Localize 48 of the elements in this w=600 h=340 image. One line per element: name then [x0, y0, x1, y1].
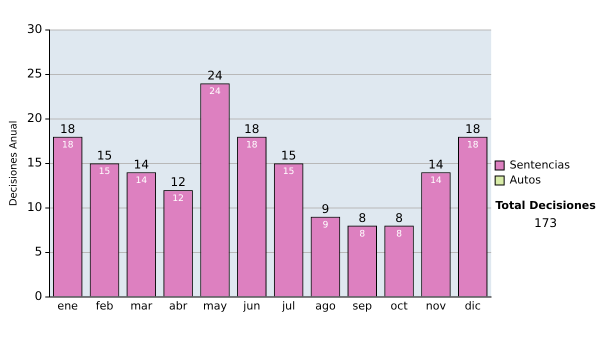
y-tick-label: 25 [26, 66, 42, 81]
total-label: 12 [170, 175, 186, 190]
data-label: 14 [430, 176, 442, 186]
x-tick-label: may [202, 299, 228, 312]
data-label: 24 [209, 87, 221, 98]
x-tick-label: abr [169, 299, 188, 312]
x-tick-label: ene [57, 299, 78, 312]
data-label: 14 [136, 176, 148, 186]
total-label: 14 [428, 157, 444, 172]
data-label: 12 [172, 194, 184, 204]
total-label: 8 [395, 210, 403, 225]
x-tick-label: mar [130, 299, 153, 312]
x-tick-label: nov [426, 299, 447, 312]
data-label: 15 [98, 167, 110, 178]
total-label: 8 [358, 210, 366, 225]
total-label: 9 [322, 202, 330, 216]
x-tick-label: feb [96, 299, 114, 312]
y-tick-label: 10 [26, 200, 42, 214]
y-tick-label: 30 [26, 22, 42, 36]
total-label: 15 [96, 148, 112, 163]
y-tick-label: 20 [26, 111, 42, 126]
data-label: 18 [62, 140, 74, 151]
legend-label: Autos [510, 173, 542, 186]
data-label: 18 [467, 140, 479, 151]
legend-label: Sentencias [510, 158, 570, 172]
total-label: 14 [134, 157, 149, 172]
data-label: 15 [282, 167, 294, 178]
data-label: 9 [322, 220, 329, 231]
y-tick-label: 15 [26, 156, 42, 170]
total-label: 18 [244, 122, 260, 136]
x-tick-label: sep [352, 299, 372, 312]
total-label: 18 [465, 122, 480, 136]
y-tick-label: 5 [34, 244, 42, 258]
text: 173 [534, 216, 558, 230]
x-tick-label: jul [281, 299, 296, 312]
x-tick-label: oct [390, 299, 408, 312]
y-axis-title: Decisiones Anual [8, 120, 20, 206]
text: Total Decisiones [495, 198, 596, 212]
total-label: 15 [280, 148, 296, 163]
total-label: 24 [207, 68, 223, 82]
data-label: 18 [246, 140, 258, 151]
data-label: 8 [396, 229, 402, 240]
x-tick-label: ago [315, 299, 336, 312]
y-tick-label: 0 [34, 288, 42, 303]
data-label: 8 [359, 229, 366, 240]
x-tick-label: jun [242, 299, 260, 312]
x-tick-label: dic [464, 299, 481, 312]
total-label: 18 [60, 122, 76, 136]
